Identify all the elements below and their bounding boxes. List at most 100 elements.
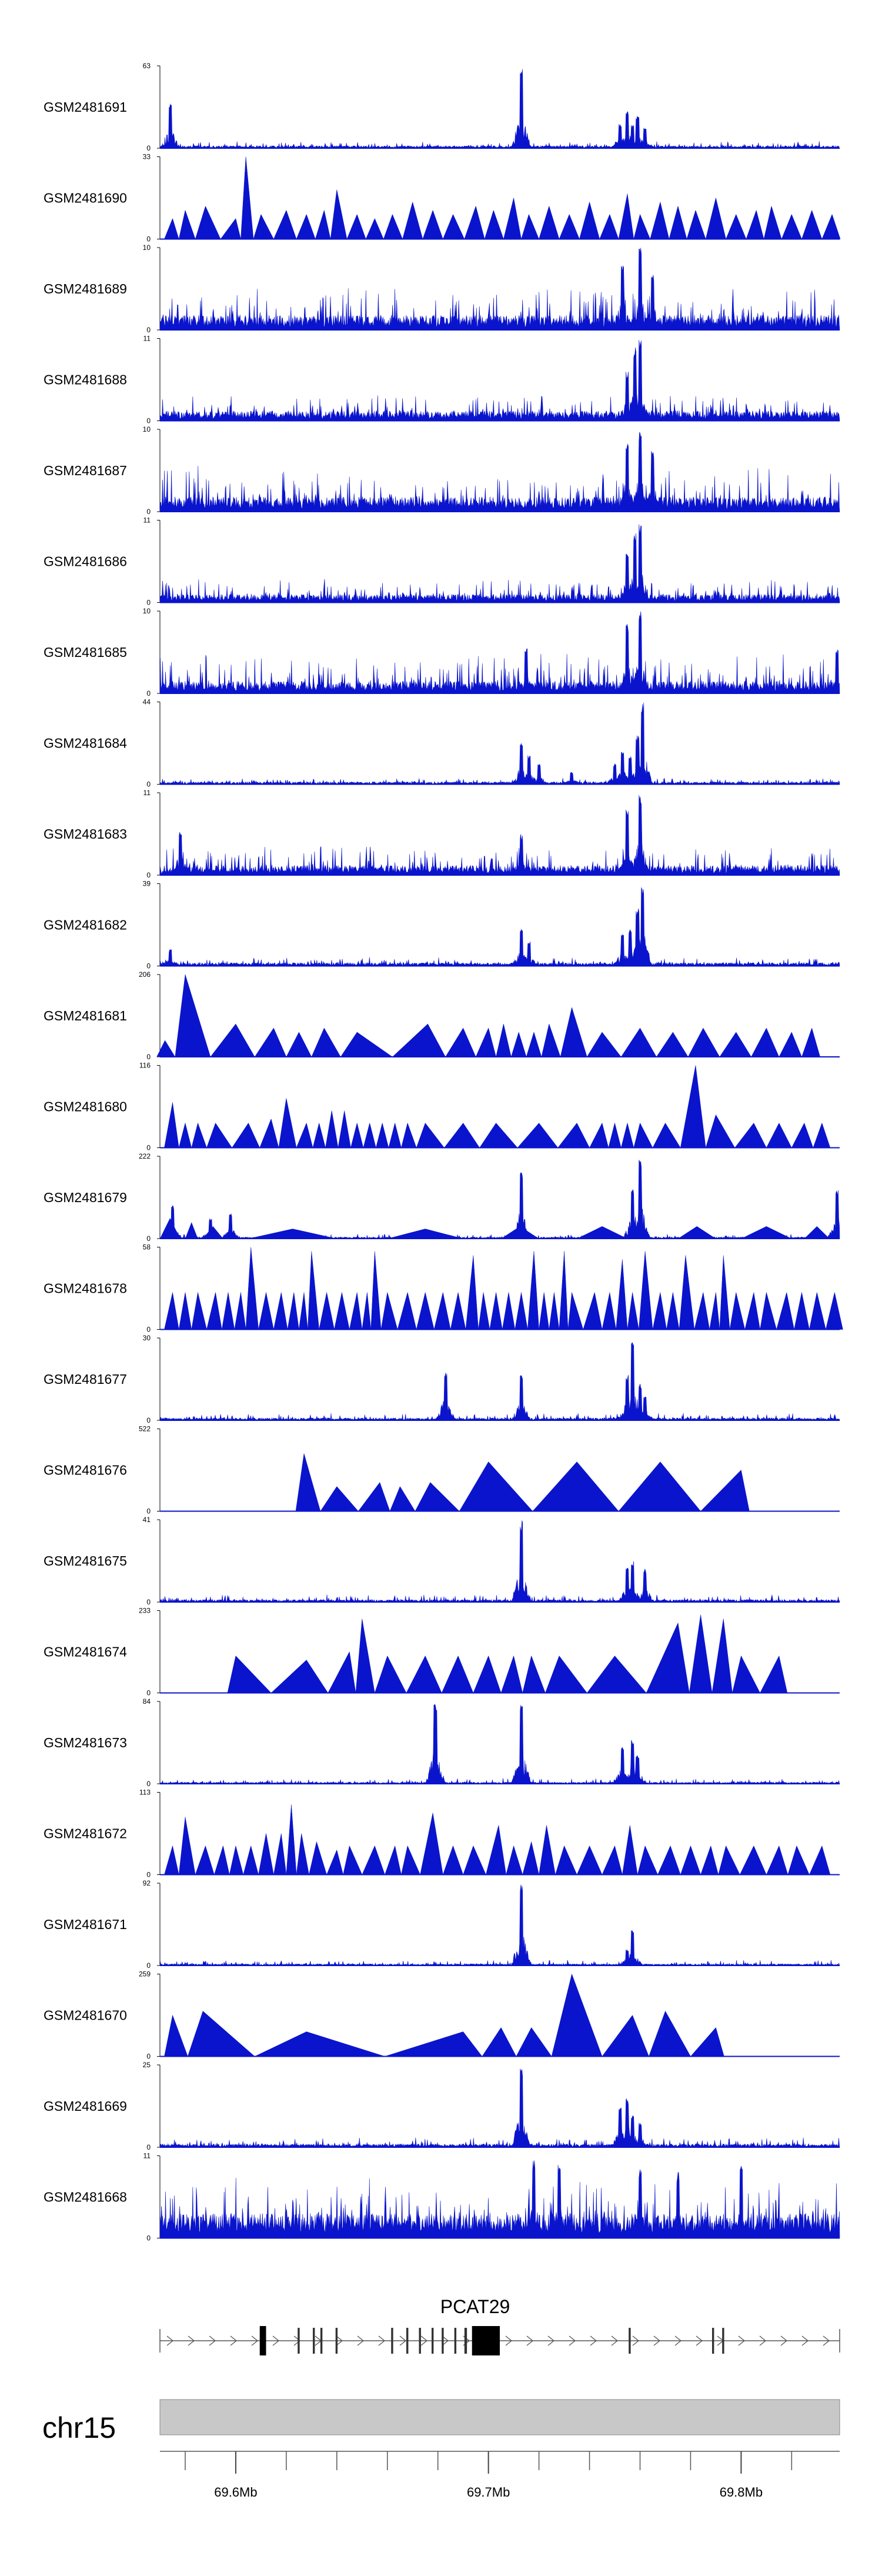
axis-tick-label: 69.7Mb [467, 2485, 510, 2500]
y-axis-zero-label: 0 [146, 326, 151, 334]
strand-arrow [209, 2335, 216, 2346]
track-GSM2481685: GSM2481685 10 0 [44, 607, 840, 698]
track-GSM2481690: GSM2481690 33 0 [44, 153, 841, 243]
y-axis-zero-label: 0 [146, 2143, 151, 2151]
coverage-triangle [185, 1222, 198, 1239]
track-GSM2481687: GSM2481687 10 0 [44, 425, 840, 516]
exon [629, 2328, 631, 2354]
y-axis-max-label: 33 [143, 153, 151, 161]
strand-arrow [801, 2335, 809, 2346]
track-GSM2481677: GSM2481677 30 0 [44, 1334, 840, 1424]
track-label: GSM2481690 [44, 191, 127, 206]
y-axis-zero-label: 0 [146, 1507, 151, 1516]
exon [298, 2328, 300, 2354]
coverage-area [164, 1065, 831, 1149]
track-label: GSM2481689 [44, 281, 127, 296]
gene-model-track: PCAT29 [159, 2296, 840, 2355]
y-axis-max-label: 25 [143, 2061, 151, 2069]
y-axis-zero-label: 0 [146, 1689, 151, 1697]
y-axis-max-label: 11 [143, 516, 151, 525]
y-axis-max-label: 41 [143, 1516, 151, 1524]
track-GSM2481683: GSM2481683 11 0 [44, 789, 840, 879]
coverage-triangle [804, 1226, 830, 1239]
y-axis-max-label: 30 [143, 1334, 151, 1342]
track-label: GSM2481672 [44, 1826, 127, 1841]
strand-arrow [674, 2335, 682, 2346]
track-label: GSM2481673 [44, 1735, 127, 1750]
coverage-triangle [248, 1229, 337, 1239]
y-axis-zero-label: 0 [146, 144, 151, 152]
track-GSM2481680: GSM2481680 116 0 [44, 1062, 840, 1152]
strand-arrow [399, 2335, 407, 2346]
coverage-area [159, 248, 840, 331]
chromosome-band [159, 2399, 840, 2435]
y-axis-zero-label: 0 [146, 1234, 151, 1243]
axis-tick-label: 69.8Mb [720, 2485, 763, 2500]
track-label: GSM2481691 [44, 99, 127, 115]
strand-arrow [547, 2335, 555, 2346]
coverage-triangle [741, 1226, 792, 1239]
track-label: GSM2481684 [44, 736, 127, 751]
coverage-area [227, 1614, 788, 1694]
y-axis-max-label: 206 [139, 970, 151, 979]
exon [464, 2328, 467, 2354]
y-axis-max-label: 222 [139, 1152, 151, 1160]
track-GSM2481689: GSM2481689 10 0 [44, 243, 840, 334]
y-axis-max-label: 39 [143, 880, 151, 888]
coverage-area [159, 611, 840, 694]
y-axis-zero-label: 0 [146, 962, 151, 970]
strand-arrow [611, 2335, 619, 2346]
track-GSM2481679: GSM2481679 222 0 [44, 1152, 840, 1243]
y-axis-zero-label: 0 [146, 2053, 151, 2061]
track-GSM2481676: GSM2481676 522 0 [44, 1425, 840, 1516]
strand-arrow [293, 2335, 301, 2346]
y-axis-zero-label: 0 [146, 599, 151, 607]
track-GSM2481670: GSM2481670 259 0 [44, 1970, 840, 2061]
coverage-triangle [160, 1218, 181, 1239]
axis-tick-label: 69.6Mb [214, 2485, 257, 2500]
y-axis-max-label: 58 [143, 1243, 151, 1252]
y-axis-zero-label: 0 [146, 235, 151, 243]
coverage-area [164, 156, 841, 240]
track-label: GSM2481688 [44, 372, 127, 388]
y-axis-max-label: 10 [143, 607, 151, 615]
strand-arrow [632, 2335, 640, 2346]
strand-arrow [569, 2335, 576, 2346]
coverage-area [159, 2160, 840, 2238]
exon [454, 2328, 457, 2354]
strand-arrow [696, 2335, 703, 2346]
track-GSM2481684: GSM2481684 44 0 [44, 698, 840, 789]
coverage-triangle [387, 1229, 463, 1239]
y-axis-zero-label: 0 [146, 417, 151, 425]
coverage-area [159, 887, 840, 966]
track-GSM2481674: GSM2481674 233 0 [44, 1607, 840, 1697]
y-axis-max-label: 116 [139, 1062, 151, 1070]
coverage-area [164, 1247, 843, 1330]
strand-arrow [653, 2335, 661, 2346]
coverage-triangle [203, 1226, 223, 1239]
track-GSM2481678: GSM2481678 58 0 [44, 1243, 843, 1334]
track-label: GSM2481682 [44, 917, 127, 933]
exon [406, 2328, 409, 2354]
y-axis-max-label: 233 [139, 1607, 151, 1615]
y-axis-max-label: 44 [143, 698, 151, 706]
track-GSM2481673: GSM2481673 84 0 [44, 1697, 840, 1788]
coverage-area [159, 339, 840, 421]
coverage-triangle [501, 1226, 539, 1239]
strand-arrow [272, 2335, 280, 2346]
y-axis-zero-label: 0 [146, 1961, 151, 1970]
y-axis-zero-label: 0 [146, 1053, 151, 1061]
exon [711, 2328, 714, 2354]
exon [320, 2328, 323, 2354]
coverage-area [159, 2068, 840, 2148]
y-axis-max-label: 84 [143, 1697, 151, 1706]
y-axis-zero-label: 0 [146, 1598, 151, 1606]
coverage-area [159, 795, 840, 876]
exon [312, 2328, 315, 2354]
chromosome-label: chr15 [42, 2411, 116, 2444]
strand-arrow [442, 2335, 449, 2346]
strand-arrow [188, 2335, 195, 2346]
track-label: GSM2481683 [44, 826, 127, 842]
y-axis-max-label: 10 [143, 243, 151, 252]
